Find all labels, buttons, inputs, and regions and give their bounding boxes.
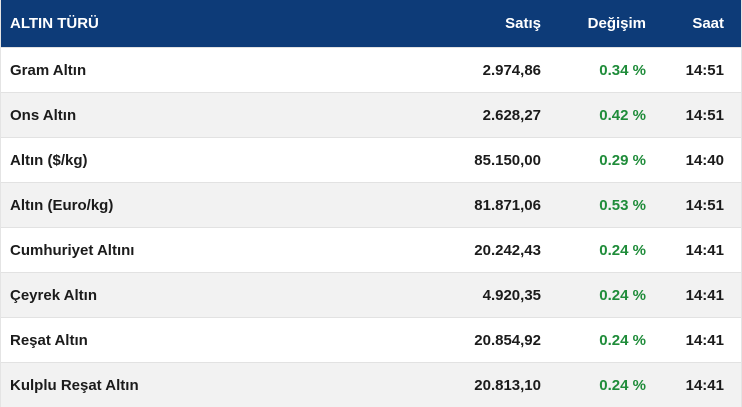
change-percent: 0.53 % [599, 196, 646, 214]
gold-type-name: Altın (Euro/kg) [10, 196, 114, 214]
change-percent: 0.24 % [599, 241, 646, 259]
table-row[interactable]: Kulplu Reşat Altın 20.813,10 0.24 % 14:4… [1, 362, 741, 407]
gold-type-name: Reşat Altın [10, 331, 88, 349]
change-percent: 0.34 % [599, 61, 646, 79]
update-time: 14:41 [685, 376, 724, 394]
update-time: 14:51 [685, 61, 724, 79]
update-time: 14:41 [685, 241, 724, 259]
header-type[interactable]: ALTIN TÜRÜ [10, 15, 99, 32]
sell-price: 20.242,43 [474, 241, 541, 259]
sell-price: 2.628,27 [482, 106, 541, 124]
sell-price: 20.854,92 [474, 331, 541, 349]
sell-price: 20.813,10 [474, 376, 541, 394]
update-time: 14:41 [685, 286, 724, 304]
update-time: 14:40 [685, 151, 724, 169]
update-time: 14:51 [685, 106, 724, 124]
table-row[interactable]: Çeyrek Altın 4.920,35 0.24 % 14:41 [1, 272, 741, 317]
sell-price: 2.974,86 [482, 61, 541, 79]
header-time[interactable]: Saat [692, 15, 724, 32]
gold-type-name: Cumhuriyet Altını [10, 241, 135, 259]
gold-type-name: Kulplu Reşat Altın [10, 376, 139, 394]
sell-price: 4.920,35 [482, 286, 541, 304]
gold-type-name: Ons Altın [10, 106, 77, 124]
change-percent: 0.24 % [599, 331, 646, 349]
change-percent: 0.29 % [599, 151, 646, 169]
gold-type-name: Çeyrek Altın [10, 286, 97, 304]
update-time: 14:41 [685, 331, 724, 349]
table-header: ALTIN TÜRÜ Satış Değişim Saat [1, 0, 741, 47]
sell-price: 81.871,06 [474, 196, 541, 214]
change-percent: 0.24 % [599, 376, 646, 394]
table-row[interactable]: Altın ($/kg) 85.150,00 0.29 % 14:40 [1, 137, 741, 182]
table-row[interactable]: Ons Altın 2.628,27 0.42 % 14:51 [1, 92, 741, 137]
table-row[interactable]: Reşat Altın 20.854,92 0.24 % 14:41 [1, 317, 741, 362]
change-percent: 0.24 % [599, 286, 646, 304]
sell-price: 85.150,00 [474, 151, 541, 169]
header-price[interactable]: Satış [505, 15, 541, 32]
change-percent: 0.42 % [599, 106, 646, 124]
table-row[interactable]: Cumhuriyet Altını 20.242,43 0.24 % 14:41 [1, 227, 741, 272]
gold-type-name: Altın ($/kg) [10, 151, 88, 169]
table-row[interactable]: Gram Altın 2.974,86 0.34 % 14:51 [1, 47, 741, 92]
update-time: 14:51 [685, 196, 724, 214]
table-row[interactable]: Altın (Euro/kg) 81.871,06 0.53 % 14:51 [1, 182, 741, 227]
gold-type-name: Gram Altın [10, 61, 87, 79]
header-change[interactable]: Değişim [587, 15, 646, 32]
